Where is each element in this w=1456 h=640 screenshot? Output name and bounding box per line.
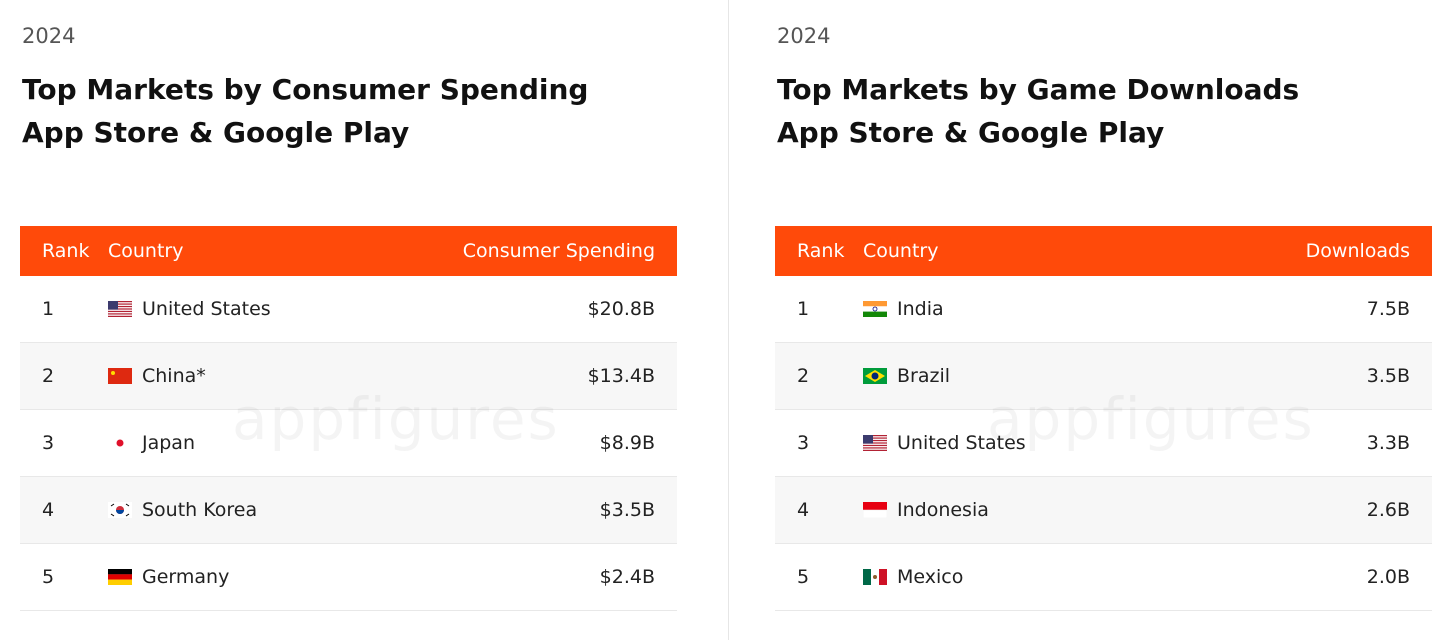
- value: $13.4B: [587, 365, 655, 387]
- title-line: Top Markets by Game Downloads: [777, 73, 1300, 106]
- flag-icon: [108, 569, 132, 585]
- header-cell: Country: [108, 240, 184, 262]
- watermark: appfigures: [987, 385, 1315, 453]
- table-header: Rank Country Downloads: [775, 226, 1432, 276]
- rank: 4: [797, 499, 810, 521]
- year: 2024: [22, 24, 76, 48]
- flag-icon: [863, 301, 887, 317]
- title-line: Top Markets by Consumer Spending: [22, 73, 589, 106]
- country: South Korea: [142, 499, 258, 521]
- country: Mexico: [897, 566, 964, 588]
- value: $20.8B: [587, 298, 655, 320]
- rank: 5: [42, 566, 55, 588]
- rank: 1: [797, 298, 810, 320]
- watermark: appfigures: [232, 385, 560, 453]
- country: India: [897, 298, 944, 320]
- table-row: 2 China* $13.4B: [20, 343, 677, 410]
- divider: [728, 0, 729, 640]
- value: 3.5B: [1366, 365, 1410, 387]
- rank: 3: [797, 432, 810, 454]
- table-row: 3 Japan $8.9B: [20, 410, 677, 477]
- table: Rank Country Consumer Spending 1 United Stat…: [20, 226, 677, 611]
- flag-icon: [116, 439, 124, 447]
- table-row: 4 Indonesia 2.6B: [775, 477, 1432, 544]
- value: $3.5B: [599, 499, 655, 521]
- flag-icon: [863, 435, 887, 451]
- country: China*: [142, 365, 206, 387]
- value: 7.5B: [1366, 298, 1410, 320]
- table-row: 1 United States $20.8B: [20, 276, 677, 343]
- table-row: 2 Brazil 3.5B: [775, 343, 1432, 410]
- country: United States: [897, 432, 1026, 454]
- header-cell: Rank: [797, 240, 845, 262]
- value: $2.4B: [599, 566, 655, 588]
- table-row: 5 Mexico 2.0B: [775, 544, 1432, 611]
- rank: 4: [42, 499, 55, 521]
- country: Germany: [142, 566, 230, 588]
- value: 2.0B: [1366, 566, 1410, 588]
- table-header: Rank Country Consumer Spending: [20, 226, 677, 276]
- flag-icon: [863, 368, 887, 384]
- value: 3.3B: [1366, 432, 1410, 454]
- header-cell: Consumer Spending: [462, 240, 655, 262]
- title-line: App Store & Google Play: [22, 116, 410, 149]
- title-line: App Store & Google Play: [777, 116, 1165, 149]
- rank: 1: [42, 298, 55, 320]
- value: $8.9B: [599, 432, 655, 454]
- flag-icon: [863, 502, 887, 518]
- flag-icon: [863, 569, 887, 585]
- rank: 2: [42, 365, 55, 387]
- table-row: 1 India 7.5B: [775, 276, 1432, 343]
- table: Rank Country Downloads 1 India 7.5B 2 Brazil 3.5…: [775, 226, 1432, 611]
- flag-icon: [108, 368, 132, 384]
- header-cell: Rank: [42, 240, 90, 262]
- flag-icon: [108, 301, 132, 317]
- year: 2024: [777, 24, 831, 48]
- country: Japan: [142, 432, 195, 454]
- header-cell: Downloads: [1305, 240, 1410, 262]
- rank: 2: [797, 365, 810, 387]
- table-row: 4 South Korea $3.5B: [20, 477, 677, 544]
- panel: 2024 Top Markets by Consumer Spending App …: [20, 0, 722, 640]
- rank: 3: [42, 432, 55, 454]
- table-row: 5 Germany $2.4B: [20, 544, 677, 611]
- rank: 5: [797, 566, 810, 588]
- panel: 2024 Top Markets by Game Downloads App Sto…: [775, 0, 1456, 640]
- flag-icon: [108, 502, 132, 518]
- table-row: 3 United States 3.3B: [775, 410, 1432, 477]
- country: United States: [142, 298, 271, 320]
- country: Indonesia: [897, 499, 989, 521]
- value: 2.6B: [1366, 499, 1410, 521]
- header-cell: Country: [863, 240, 939, 262]
- country: Brazil: [897, 365, 951, 387]
